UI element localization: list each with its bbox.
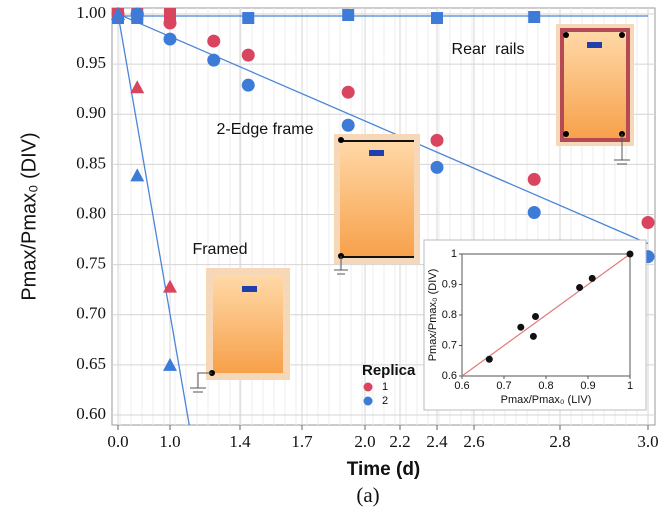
fit-line xyxy=(117,13,649,245)
triangle-marker xyxy=(163,357,177,371)
x-tick-label: 2.0 xyxy=(354,432,375,451)
circle-marker xyxy=(527,172,541,186)
x-tick-label: 0.6 xyxy=(454,380,469,392)
point xyxy=(532,313,539,321)
square-marker xyxy=(164,8,176,21)
triangle-marker xyxy=(130,168,145,182)
annotation: Rear rails xyxy=(452,41,525,58)
x-tick-label: 1.0 xyxy=(159,432,180,451)
y-axis-label: Pmax/Pmax₀ (DIV) xyxy=(18,132,40,300)
point xyxy=(576,284,584,292)
rear-rails-specimen xyxy=(556,24,634,165)
point xyxy=(529,332,537,340)
x-tick-label: 2.6 xyxy=(463,432,484,451)
circle-marker xyxy=(341,85,355,99)
circle-marker xyxy=(163,16,177,30)
legend-title: Replica xyxy=(362,362,416,379)
circle-marker xyxy=(527,205,541,219)
square-marker xyxy=(242,12,255,25)
x-axis-label: Time (d) xyxy=(347,459,421,480)
legend-label: 1 xyxy=(382,381,388,393)
y-tick-label: 0.8 xyxy=(442,309,457,321)
point xyxy=(626,250,634,258)
point xyxy=(485,355,493,363)
circle-marker xyxy=(241,78,255,92)
y-tick-label: 0.90 xyxy=(76,103,106,122)
circle-marker xyxy=(207,34,221,48)
inset-background xyxy=(423,239,647,411)
x-tick-label: 0.0 xyxy=(107,432,128,451)
annotation: Framed xyxy=(192,241,247,258)
y-tick-label: 0.95 xyxy=(76,53,106,72)
triangle-marker xyxy=(111,7,125,21)
legend-marker xyxy=(363,382,373,392)
inset-chart: 0.6 0.7 0.8 0.9 1 0.6 0.7 0.8 0.9 1 Pmax/Pmax₀ (LI… xyxy=(423,239,647,411)
square-marker xyxy=(431,12,443,25)
circle-marker xyxy=(430,160,444,174)
square-marker xyxy=(528,11,541,24)
x-tick-label: 1 xyxy=(627,380,633,392)
x-tick-label: 2.8 xyxy=(549,432,570,451)
identity-line xyxy=(461,253,631,377)
fit-line xyxy=(117,13,190,426)
legend-label: 2 xyxy=(382,395,388,407)
y-tick-label: 1 xyxy=(451,248,457,260)
y-tick-label: 0.60 xyxy=(76,404,106,423)
y-tick-label: 0.9 xyxy=(442,278,457,290)
y-tick-label: 0.65 xyxy=(76,354,106,373)
circle-marker xyxy=(130,7,144,21)
circle-marker xyxy=(641,216,655,230)
y-tick-label: 0.70 xyxy=(76,304,106,323)
y-tick-label: 0.85 xyxy=(76,153,106,172)
x-tick-label: 0.9 xyxy=(580,380,595,392)
triangle-marker xyxy=(130,80,145,94)
circle-marker xyxy=(163,32,177,46)
y-tick-label: 0.7 xyxy=(442,339,457,351)
point xyxy=(517,323,525,331)
y-tick-label: 1.00 xyxy=(76,3,106,22)
circle-marker xyxy=(241,48,255,62)
annotation: 2-Edge frame xyxy=(217,121,314,138)
x-tick-label: 1.4 xyxy=(229,432,251,451)
legend-marker xyxy=(363,396,373,406)
point xyxy=(588,274,596,282)
y-tick-label: 0.80 xyxy=(76,203,106,222)
square-marker xyxy=(342,9,355,22)
triangle-marker xyxy=(163,279,177,293)
y-tick-label: 0.75 xyxy=(76,254,106,273)
two-edge-specimen xyxy=(334,134,420,275)
circle-marker xyxy=(430,133,444,147)
x-tick-label: 2.4 xyxy=(426,432,448,451)
inset-x-label: Pmax/Pmax₀ (LIV) xyxy=(501,394,592,406)
caption: (a) xyxy=(356,483,379,507)
x-tick-label: 0.8 xyxy=(538,380,553,392)
x-tick-label: 1.7 xyxy=(291,432,313,451)
x-tick-label: 3.0 xyxy=(637,432,658,451)
inset-y-label: Pmax/Pmax₀ (DIV) xyxy=(427,269,439,362)
framed-specimen xyxy=(190,268,290,393)
circle-marker xyxy=(207,53,221,67)
y-tick-label: 0.6 xyxy=(442,370,457,382)
x-tick-label: 2.2 xyxy=(389,432,410,451)
circle-marker xyxy=(341,118,355,132)
x-tick-label: 0.7 xyxy=(496,380,511,392)
